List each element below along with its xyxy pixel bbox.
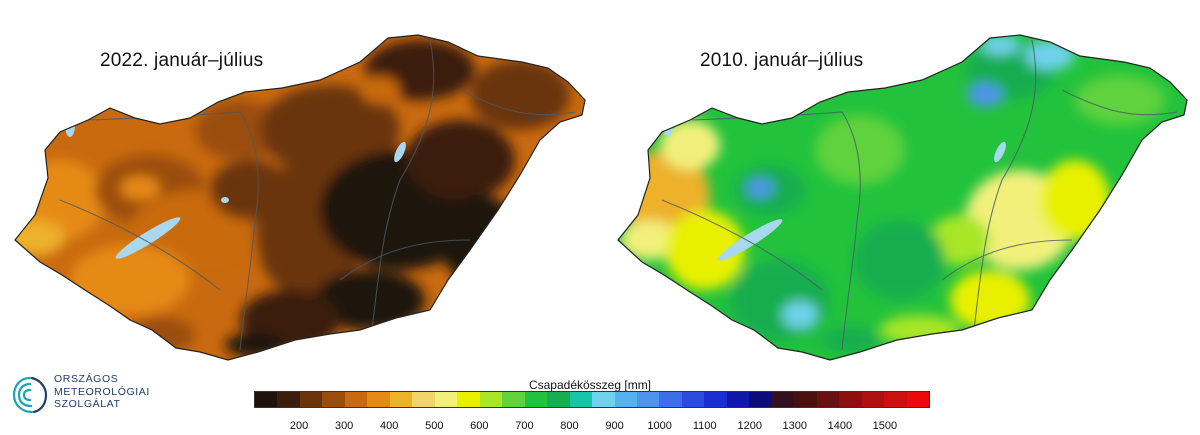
colorbar-tick-label: 400 [380,420,399,432]
colorbar-swatch [569,392,593,407]
colorbar-swatch [614,392,637,407]
colorbar-tick-label: 1500 [872,420,898,432]
colorbar-tick-label: 1000 [647,420,672,432]
map-title-2010: 2010. január–július [700,50,864,71]
colorbar-swatch [659,392,682,407]
colorbar [254,391,930,408]
colorbar-swatch [839,392,862,407]
colorbar-swatch [861,392,885,407]
colorbar-swatch [771,392,795,407]
colorbar-swatch [367,392,390,407]
colorbar-tick-label: 600 [470,420,489,432]
colorbar-tick-label: 1100 [692,420,717,432]
colorbar-tick-label: 1300 [782,420,808,432]
colorbar-tick-label: 1200 [737,420,762,432]
logo-line-2: METEOROLÓGIAI [54,385,150,398]
colorbar-tick-label: 800 [560,420,579,432]
colorbar-swatch [906,392,930,407]
colorbar-swatch [726,392,750,407]
colorbar-swatch [412,392,435,407]
colorbar-tick-label: 700 [515,420,534,432]
colorbar-tick-label: 200 [289,420,309,432]
colorbar-label: Csapadékösszeg [mm] [528,378,652,392]
omsz-logo: ORSZÁGOS METEOROLÓGIAI SZOLGÁLAT [10,372,180,422]
logo-text: ORSZÁGOS METEOROLÓGIAI SZOLGÁLAT [54,373,150,411]
colorbar-tick-label: 1400 [827,420,853,432]
colorbar-swatch [344,392,368,407]
swirl-logo-icon [12,376,48,414]
colorbar-swatch [479,392,503,407]
map-title-2022: 2022. január–július [100,50,264,71]
colorbar-swatch [547,392,570,407]
colorbar-swatch [636,392,660,407]
colorbar-swatch [502,392,525,407]
colorbar-swatch [749,392,772,407]
map-2022 [15,35,585,360]
colorbar-tick-label: 300 [334,420,354,432]
colorbar-tick-label: 500 [425,420,444,432]
colorbar-swatch [592,392,615,407]
colorbar-swatch [457,392,480,407]
rivers-2022 [59,39,576,351]
colorbar-swatch [794,392,817,407]
colorbar-swatch [255,392,278,407]
colorbar-swatch [277,392,300,407]
map-2010 [618,35,1187,360]
colorbar-swatch [299,392,323,407]
colorbar-swatch [816,392,840,407]
rivers-2010 [661,39,1178,351]
colorbar-swatch [524,392,548,407]
colorbar-swatch [884,392,907,407]
logo-line-3: SZOLGÁLAT [54,398,121,410]
colorbar-swatch [434,392,458,407]
colorbar-swatch [389,392,413,407]
colorbar-swatch [704,392,727,407]
colorbar-tick-label: 900 [605,420,624,432]
logo-line-1: ORSZÁGOS [54,373,119,385]
colorbar-swatch [322,392,345,407]
colorbar-swatch [681,392,705,407]
